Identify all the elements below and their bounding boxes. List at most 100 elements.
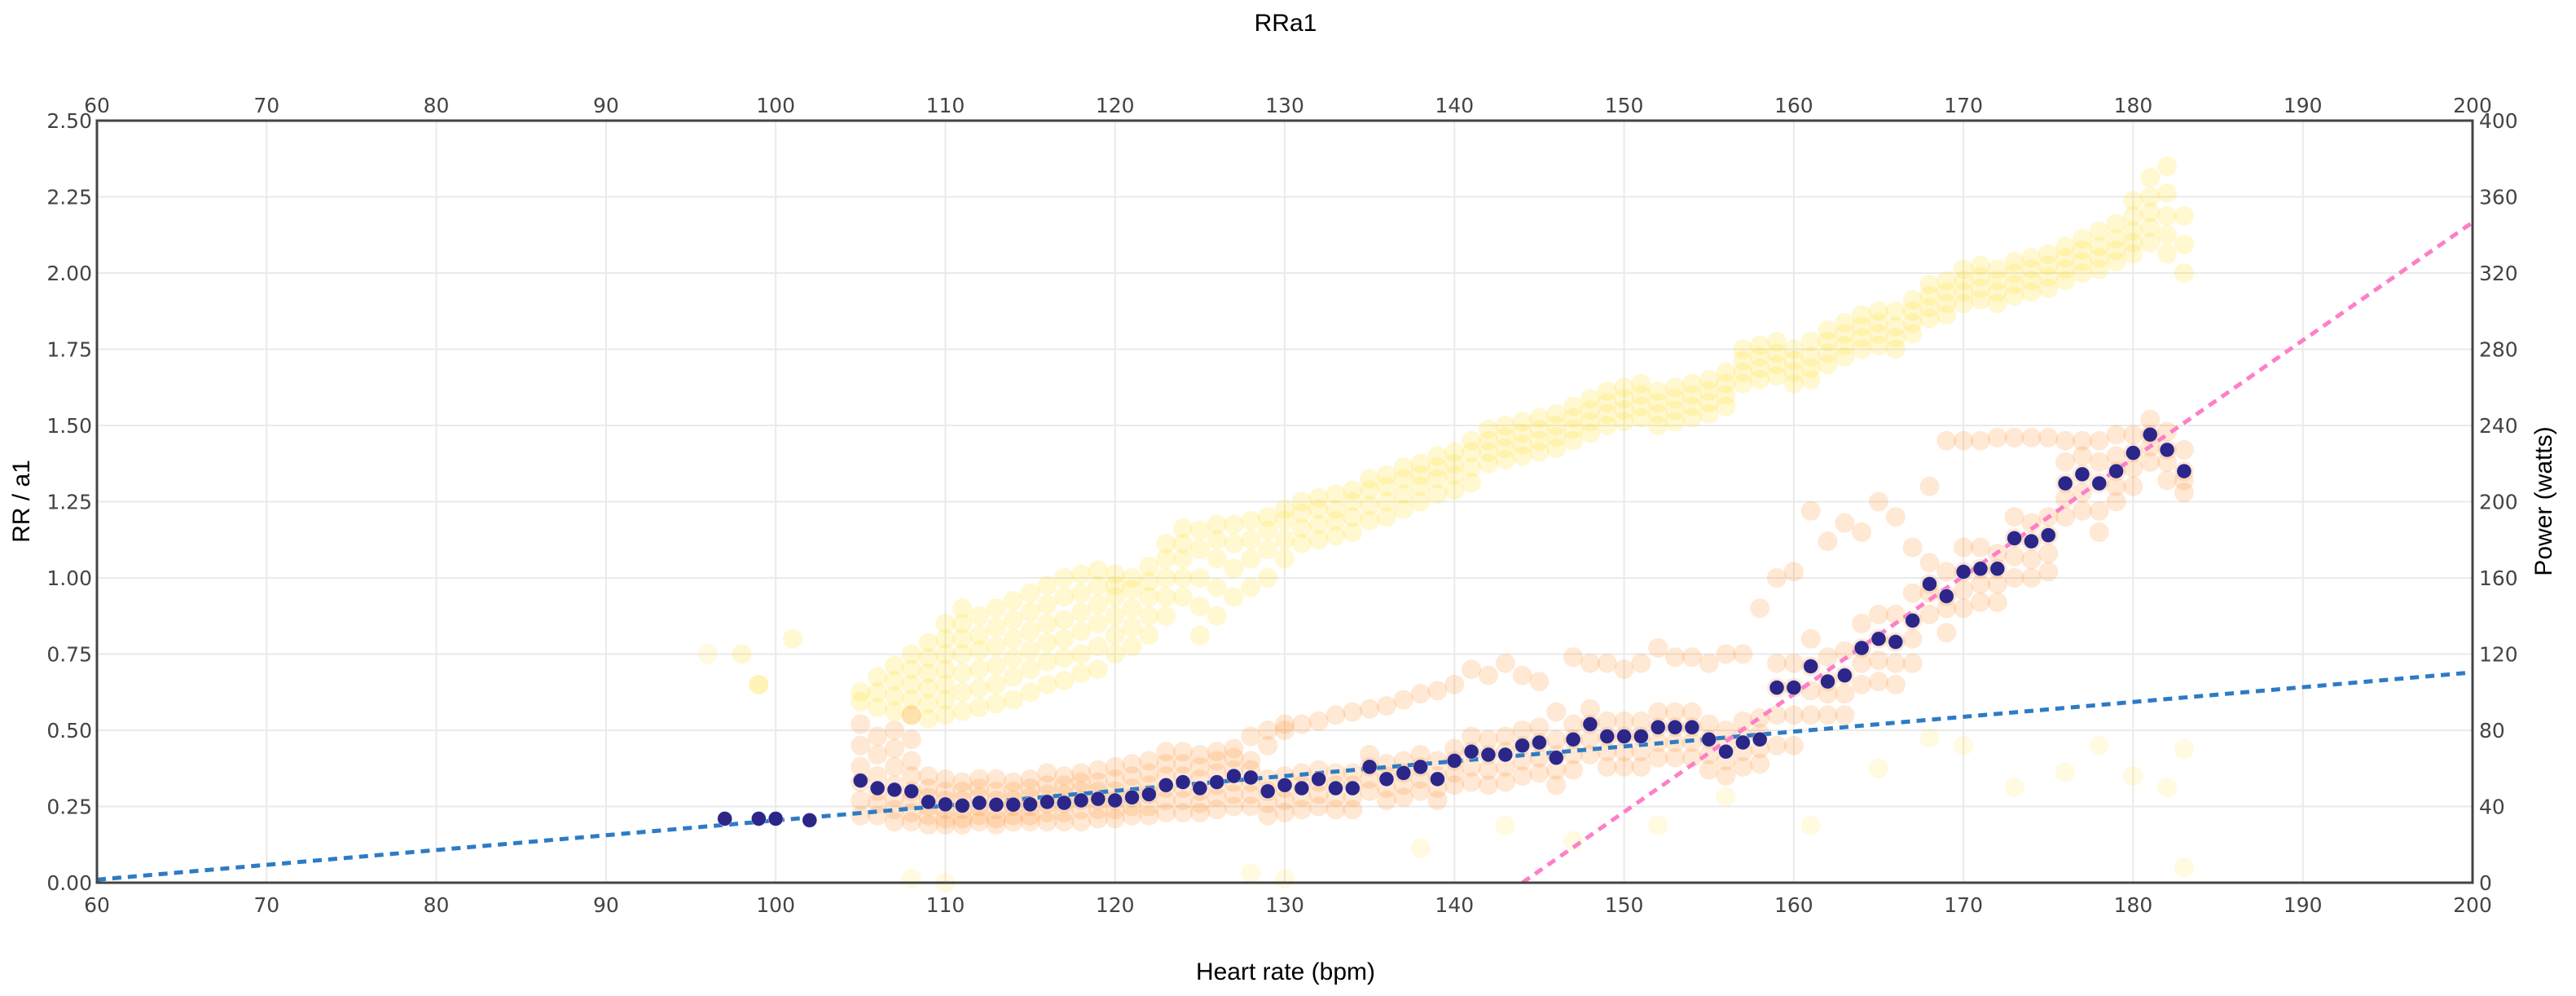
rr-point xyxy=(1597,756,1617,777)
mean-point xyxy=(2024,533,2039,549)
rr-point xyxy=(1681,647,1702,668)
power-point xyxy=(2106,251,2126,271)
power-point xyxy=(1783,350,1804,371)
rr-point xyxy=(2072,446,2092,466)
y2-tick-label: 0 xyxy=(2479,871,2492,895)
power-point xyxy=(1122,568,1142,588)
rr-point xyxy=(1852,522,1872,542)
power-point xyxy=(1054,648,1075,668)
power-point xyxy=(1393,484,1413,505)
rr-point xyxy=(1122,805,1142,826)
rr-point xyxy=(884,812,904,832)
rr-point xyxy=(1462,772,1482,792)
power-point xyxy=(1173,587,1193,607)
power-point xyxy=(2089,236,2109,257)
x-tick-label-top: 130 xyxy=(1265,94,1304,117)
rr-point xyxy=(969,812,990,832)
rr-point xyxy=(1563,647,1584,668)
power-point xyxy=(1818,332,1838,352)
mean-points xyxy=(717,426,2192,828)
power-point xyxy=(1681,373,1702,394)
power-point xyxy=(1427,469,1448,489)
power-point xyxy=(1071,644,1092,664)
power-point xyxy=(1987,293,2007,314)
mean-point xyxy=(1836,668,1853,684)
power-point xyxy=(2055,762,2076,782)
power-point xyxy=(1054,587,1075,607)
power-point xyxy=(2072,240,2092,260)
power-point xyxy=(1258,568,1278,588)
rr-point xyxy=(1003,772,1023,792)
rr-point xyxy=(1444,674,1465,694)
x-tick-label: 160 xyxy=(1774,893,1813,917)
mean-point xyxy=(1532,734,1547,751)
mean-point xyxy=(1226,768,1242,784)
power-point xyxy=(1631,396,1651,416)
power-point xyxy=(1139,625,1159,646)
rr-point xyxy=(1546,775,1567,795)
rr-point xyxy=(1139,763,1159,783)
rr-point xyxy=(1800,500,1821,521)
power-point xyxy=(2055,248,2076,268)
mean-point xyxy=(1378,771,1395,787)
x-tick-label-top: 110 xyxy=(926,94,965,117)
power-point xyxy=(1156,568,1176,588)
rr-point xyxy=(1189,744,1210,765)
power-point xyxy=(918,648,939,668)
y-tick-label: 2.50 xyxy=(46,109,92,133)
rr-point xyxy=(868,766,888,787)
power-point xyxy=(1088,594,1108,615)
power-point xyxy=(1869,324,1888,344)
power-point xyxy=(2089,735,2109,756)
rr-point xyxy=(1597,711,1617,731)
power-point xyxy=(1614,377,1634,398)
power-point xyxy=(2004,251,2024,271)
rr-point xyxy=(1139,805,1159,826)
power-point xyxy=(1665,400,1686,421)
power-point xyxy=(2038,244,2059,264)
rr-point xyxy=(1020,778,1040,799)
power-point xyxy=(1088,614,1108,634)
rr-point xyxy=(1733,644,1753,664)
power-point xyxy=(1207,606,1227,626)
mean-point xyxy=(2007,530,2023,546)
rr-point xyxy=(1495,756,1515,777)
rr-point xyxy=(1919,476,1940,496)
rr-point xyxy=(1376,696,1396,716)
rr-point xyxy=(1919,604,1940,624)
rr-point xyxy=(2123,458,2143,478)
power-point xyxy=(969,640,990,660)
x-tick-label: 110 xyxy=(926,893,965,917)
rr-point xyxy=(1631,653,1651,673)
power-point xyxy=(1580,389,1600,409)
power-point xyxy=(1563,408,1584,428)
rr-point xyxy=(1088,772,1108,792)
rr-point xyxy=(1189,793,1210,813)
power-point xyxy=(935,705,956,725)
mean-point xyxy=(1430,771,1445,787)
power-point xyxy=(1325,484,1346,505)
rr-point xyxy=(1902,537,1923,557)
rr-point xyxy=(918,766,939,787)
rr-point xyxy=(1088,760,1108,780)
rr-point xyxy=(1444,775,1465,795)
rr-point xyxy=(1207,800,1227,820)
power-point xyxy=(1003,628,1023,649)
rr-point xyxy=(1207,751,1227,771)
rr-point xyxy=(1393,787,1413,808)
power-point xyxy=(1241,863,1261,884)
rr-point xyxy=(1325,800,1346,820)
power-point xyxy=(1258,520,1278,540)
mean-point xyxy=(1769,680,1785,696)
rr-point xyxy=(1970,574,1990,594)
rr-point xyxy=(1852,614,1872,634)
mean-point xyxy=(1294,780,1310,796)
rr-point xyxy=(1885,674,1906,694)
rr-point xyxy=(1783,705,1804,725)
rr-point xyxy=(1631,742,1651,762)
power-point xyxy=(1360,480,1380,500)
power-point xyxy=(1139,587,1159,607)
power-point xyxy=(2157,244,2178,264)
power-point xyxy=(935,614,956,634)
y-axis-title: RR / a1 xyxy=(8,460,35,543)
